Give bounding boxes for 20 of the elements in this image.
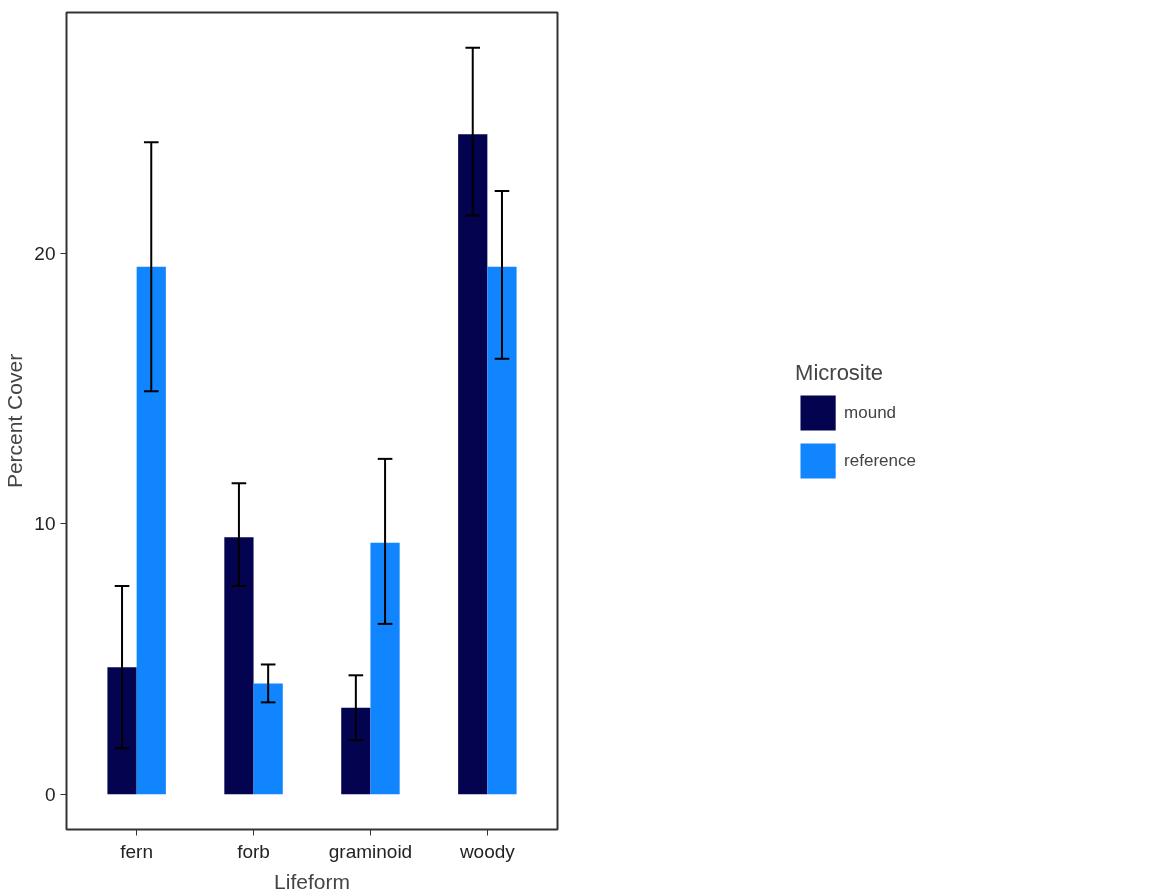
bar: [136, 266, 166, 795]
x-tick-label: forb: [237, 840, 270, 862]
x-tick-label: woody: [458, 840, 516, 862]
y-tick-label: 10: [34, 513, 56, 535]
y-tick-label: 20: [34, 242, 56, 264]
bar: [253, 683, 283, 795]
legend-label: reference: [844, 450, 916, 470]
x-axis-title: Lifeform: [274, 869, 350, 893]
x-tick-label: fern: [120, 840, 154, 862]
x-tick-label: graminoid: [328, 840, 413, 862]
legend-title: Microsite: [795, 359, 885, 385]
bar: [107, 667, 137, 795]
bar: [341, 707, 371, 795]
bar: [487, 266, 517, 795]
y-tick-label: 0: [44, 783, 56, 805]
bar: [370, 542, 400, 795]
y-axis-title: Percent Cover: [3, 353, 27, 489]
legend-label: mound: [844, 402, 897, 422]
bar: [458, 134, 488, 795]
bar: [224, 537, 254, 795]
